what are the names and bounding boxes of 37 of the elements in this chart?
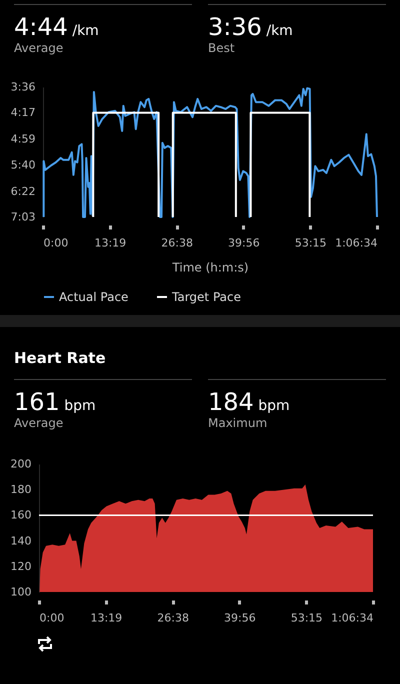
x-tick-label: 53:15: [290, 612, 323, 624]
x-tick-label: 26:38: [161, 236, 193, 250]
chart-title: Heart Rate: [14, 348, 107, 369]
y-tick-label: 4:17: [10, 106, 36, 120]
text: 161 bpm: [14, 388, 96, 416]
legend-label: Actual Pace: [59, 290, 128, 304]
text: Maximum: [208, 416, 268, 430]
y-tick-label: 120: [10, 560, 32, 573]
y-tick-label: 3:36: [10, 80, 36, 94]
y-tick-label: 7:03: [10, 210, 36, 224]
x-tick-label: 26:38: [157, 612, 189, 624]
legend-label: Target Pace: [171, 290, 241, 304]
y-tick-label: 5:40: [10, 158, 36, 172]
x-tick-label: 1:06:34: [331, 612, 374, 624]
x-tick-label: 39:56: [228, 236, 260, 250]
x-tick-label: 0:00: [40, 612, 64, 624]
x-tick-label: 1:06:34: [335, 236, 378, 250]
text: Best: [208, 41, 236, 55]
line-series: [42, 87, 378, 218]
y-tick-label: 180: [10, 483, 32, 496]
y-tick-label: 100: [10, 586, 32, 598]
text: 4:44 /km: [14, 13, 99, 41]
y-tick-label: 160: [10, 508, 32, 522]
text: 3:36 /km: [208, 13, 293, 41]
text: 184 bpm: [208, 388, 290, 416]
text: Average: [14, 41, 64, 55]
x-tick-label: 0:00: [44, 236, 68, 250]
y-tick-label: 200: [10, 458, 32, 470]
y-tick-label: 140: [10, 534, 32, 548]
x-tick-label: 13:19: [90, 612, 122, 624]
x-tick-label: 53:15: [294, 236, 327, 250]
text: Average: [14, 416, 64, 430]
x-tick-label: 39:56: [224, 612, 256, 624]
x-axis-title: Time (h:m:s): [171, 260, 249, 274]
y-tick-label: 4:59: [10, 132, 36, 146]
y-tick-label: 6:22: [10, 184, 36, 198]
x-tick-label: 13:19: [94, 236, 126, 250]
